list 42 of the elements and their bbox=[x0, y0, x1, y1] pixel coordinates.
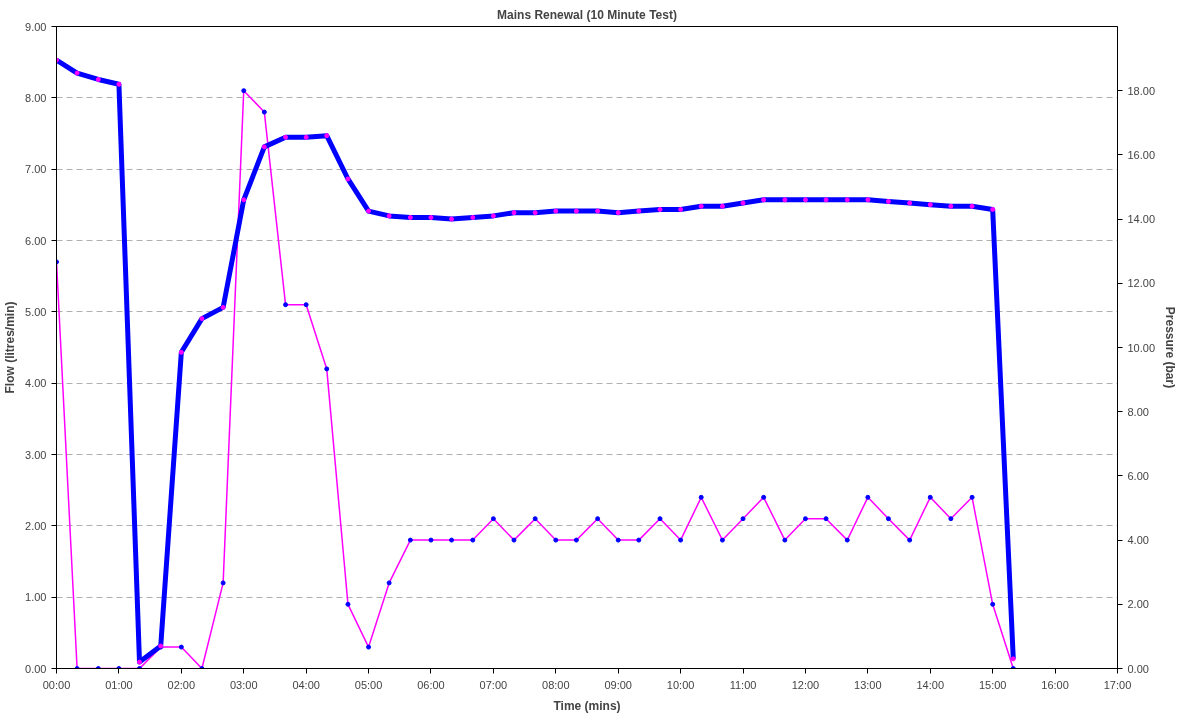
y-tick-label: 6.00 bbox=[25, 234, 47, 247]
x-tick-label: 02:00 bbox=[167, 678, 196, 691]
y2-tick-label: 6.00 bbox=[1127, 469, 1149, 482]
y-tick-label: 5.00 bbox=[25, 305, 47, 318]
y2-tick-label: 12.00 bbox=[1127, 277, 1156, 290]
y2-tick-label: 2.00 bbox=[1127, 598, 1149, 611]
y2-tick-label: 8.00 bbox=[1127, 405, 1149, 418]
x-tick-label: 03:00 bbox=[229, 678, 258, 691]
y-tick-label: 1.00 bbox=[25, 591, 47, 604]
x-tick-label: 08:00 bbox=[542, 678, 570, 691]
x-axis-title: Time (mins) bbox=[553, 698, 621, 713]
x-tick-label: 07:00 bbox=[479, 678, 508, 691]
x-tick-label: 09:00 bbox=[604, 678, 632, 691]
x-tick-label: 13:00 bbox=[854, 678, 882, 691]
y-tick-label: 9.00 bbox=[25, 20, 47, 33]
x-tick-label: 05:00 bbox=[354, 678, 383, 691]
x-tick-label: 04:00 bbox=[292, 678, 320, 691]
y-tick-label: 2.00 bbox=[25, 519, 47, 532]
x-tick-label: 16:00 bbox=[1041, 678, 1069, 691]
y-axis-title: Flow (litres/min) bbox=[3, 301, 18, 394]
y-tick-label: 4.00 bbox=[25, 377, 47, 390]
chart-title: Mains Renewal (10 Minute Test) bbox=[497, 7, 677, 22]
x-tick-label: 12:00 bbox=[791, 678, 820, 691]
x-tick-label: 10:00 bbox=[666, 678, 695, 691]
x-tick-label: 17:00 bbox=[1103, 678, 1132, 691]
y2-tick-label: 18.00 bbox=[1127, 84, 1156, 97]
y2-axis-title: Pressure (bar) bbox=[1163, 306, 1178, 389]
x-tick-label: 15:00 bbox=[978, 678, 1007, 691]
y2-tick-label: 0.00 bbox=[1127, 662, 1149, 675]
x-tick-label: 14:00 bbox=[916, 678, 945, 691]
y2-tick-label: 4.00 bbox=[1127, 534, 1149, 547]
y2-tick-label: 14.00 bbox=[1127, 213, 1156, 226]
x-tick-label: 11:00 bbox=[729, 678, 757, 691]
y-tick-label: 3.00 bbox=[25, 448, 47, 461]
x-tick-label: 00:00 bbox=[42, 678, 71, 691]
y-tick-label: 7.00 bbox=[25, 163, 47, 176]
x-tick-label: 06:00 bbox=[417, 678, 445, 691]
x-tick-label: 01:00 bbox=[105, 678, 133, 691]
y-tick-label: 8.00 bbox=[25, 91, 47, 104]
y2-tick-label: 16.00 bbox=[1127, 148, 1156, 161]
y-tick-label: 0.00 bbox=[25, 662, 47, 675]
y2-tick-label: 10.00 bbox=[1127, 341, 1156, 354]
